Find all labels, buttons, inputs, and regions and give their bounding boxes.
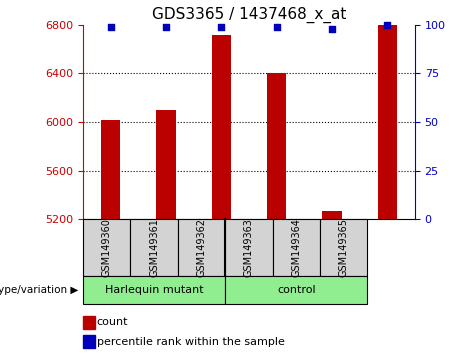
Title: GDS3365 / 1437468_x_at: GDS3365 / 1437468_x_at xyxy=(152,7,346,23)
Bar xyxy=(378,25,397,219)
Point xyxy=(107,24,114,29)
Text: GSM149364: GSM149364 xyxy=(291,218,301,277)
Bar xyxy=(322,211,342,219)
Text: GSM149365: GSM149365 xyxy=(339,218,349,277)
Bar xyxy=(212,34,231,219)
Point xyxy=(384,22,391,28)
Bar xyxy=(156,110,176,219)
Text: Harlequin mutant: Harlequin mutant xyxy=(105,285,203,295)
Text: GSM149363: GSM149363 xyxy=(244,218,254,277)
Text: genotype/variation ▶: genotype/variation ▶ xyxy=(0,285,78,295)
Point xyxy=(218,24,225,29)
Point xyxy=(328,26,336,32)
Bar xyxy=(101,120,120,219)
Point xyxy=(162,24,170,29)
Text: GSM149362: GSM149362 xyxy=(196,218,207,277)
Text: control: control xyxy=(277,285,316,295)
Point xyxy=(273,24,280,29)
Text: GSM149360: GSM149360 xyxy=(102,218,112,277)
Text: percentile rank within the sample: percentile rank within the sample xyxy=(97,337,285,347)
Text: count: count xyxy=(97,317,128,327)
Bar xyxy=(267,73,286,219)
Text: GSM149361: GSM149361 xyxy=(149,218,159,277)
